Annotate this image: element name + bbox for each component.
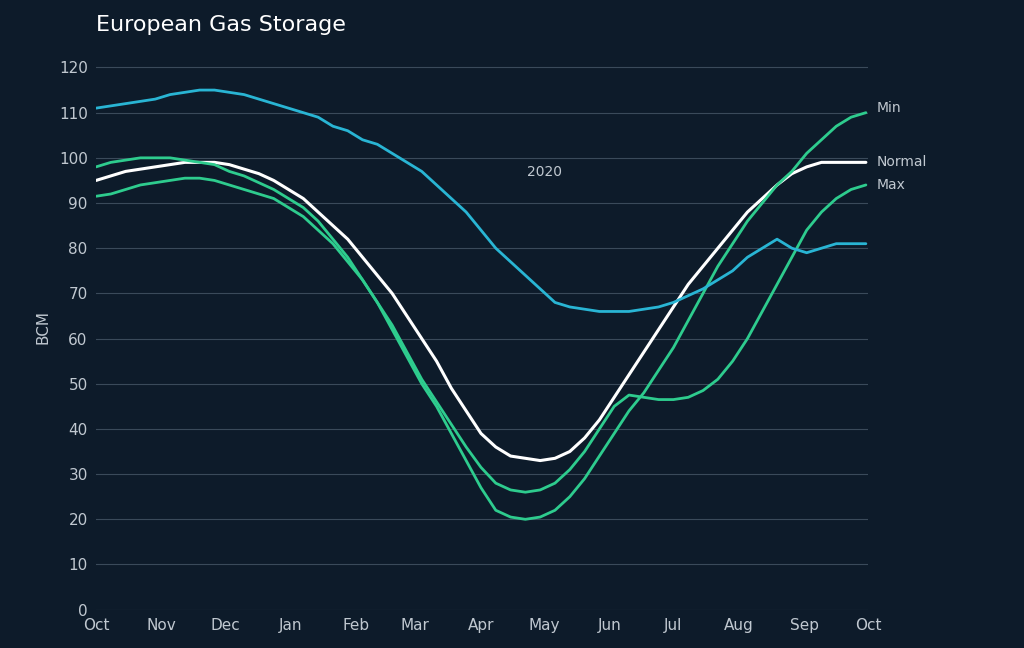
Y-axis label: BCM: BCM [36,310,50,344]
Text: European Gas Storage: European Gas Storage [96,15,346,35]
Text: Min: Min [877,101,901,115]
Text: 2020: 2020 [527,165,562,179]
Text: Max: Max [877,178,905,192]
Text: Normal: Normal [877,156,927,169]
